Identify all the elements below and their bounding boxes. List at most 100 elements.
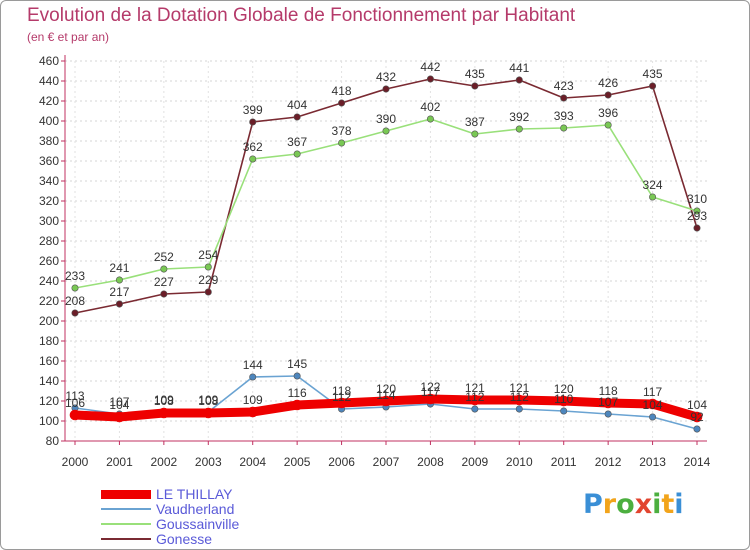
x-tick-label: 2004 <box>239 455 266 469</box>
data-point <box>247 406 259 418</box>
data-point <box>69 409 81 421</box>
y-tick-label: 120 <box>39 394 59 408</box>
data-label: 402 <box>420 100 440 114</box>
y-tick-label: 160 <box>39 354 59 368</box>
y-tick-label: 320 <box>39 194 59 208</box>
data-label: 399 <box>243 103 263 117</box>
data-point <box>471 405 479 413</box>
y-tick-label: 360 <box>39 154 59 168</box>
data-label: 108 <box>198 394 218 408</box>
data-label: 233 <box>65 269 85 283</box>
data-point <box>647 398 658 410</box>
chart-title: Evolution de la Dotation Globale de Fonc… <box>27 5 576 26</box>
data-label: 442 <box>420 60 440 74</box>
data-label: 107 <box>109 395 129 409</box>
logo-letter: r <box>602 489 617 520</box>
data-label: 426 <box>598 76 618 90</box>
legend-swatch <box>101 523 151 525</box>
data-point <box>649 193 657 201</box>
legend-swatch <box>101 508 151 510</box>
data-label: 109 <box>154 393 174 407</box>
data-label: 114 <box>376 388 395 402</box>
y-tick-label: 180 <box>39 334 59 348</box>
data-label: 92 <box>690 410 704 424</box>
data-label: 435 <box>643 67 663 81</box>
y-tick-label: 400 <box>39 114 59 128</box>
y-tick-label: 140 <box>39 374 59 388</box>
data-label: 378 <box>332 124 352 138</box>
data-label: 362 <box>243 140 263 154</box>
data-point <box>115 276 123 284</box>
data-label: 387 <box>465 115 485 129</box>
x-tick-label: 2010 <box>506 455 533 469</box>
data-label: 144 <box>243 358 263 372</box>
y-tick-label: 80 <box>46 434 60 448</box>
data-label: 122 <box>420 380 440 394</box>
data-point <box>471 130 479 138</box>
x-tick-label: 2013 <box>639 455 666 469</box>
data-label: 324 <box>643 178 663 192</box>
data-label: 109 <box>243 393 263 407</box>
data-point <box>558 395 570 407</box>
data-label: 367 <box>287 135 307 149</box>
data-point <box>425 393 436 405</box>
data-point <box>249 373 257 381</box>
data-label: 110 <box>554 392 573 406</box>
legend-swatch <box>101 490 151 499</box>
data-label: 390 <box>376 112 396 126</box>
y-tick-label: 240 <box>39 274 59 288</box>
data-point <box>691 411 703 423</box>
data-label: 227 <box>154 275 174 289</box>
y-tick-label: 340 <box>39 174 59 188</box>
data-point <box>604 410 612 418</box>
data-label: 116 <box>288 386 307 400</box>
data-label: 254 <box>198 248 218 262</box>
data-point <box>338 99 346 107</box>
data-point <box>649 413 657 421</box>
proxiti-logo: Proxiti <box>583 489 684 520</box>
logo-letter: i <box>652 489 662 520</box>
legend-swatch <box>101 538 151 540</box>
x-tick-label: 2002 <box>151 455 178 469</box>
data-point <box>469 394 481 406</box>
y-tick-label: 280 <box>39 234 59 248</box>
data-label: 107 <box>598 395 618 409</box>
data-label: 396 <box>598 106 618 120</box>
data-label: 252 <box>154 250 174 264</box>
chart-subtitle: (en € et par an) <box>27 30 110 44</box>
data-label: 393 <box>554 109 574 123</box>
data-label: 418 <box>332 84 352 98</box>
data-point <box>515 76 523 84</box>
data-point <box>471 82 479 90</box>
x-tick-label: 2008 <box>417 455 444 469</box>
y-tick-label: 460 <box>39 54 59 68</box>
x-tick-label: 2001 <box>106 455 133 469</box>
data-label: 108 <box>154 394 174 408</box>
logo-letter: x <box>634 489 653 520</box>
data-label: 106 <box>65 396 85 410</box>
data-point <box>515 125 523 133</box>
y-tick-label: 380 <box>39 134 59 148</box>
x-tick-label: 2009 <box>462 455 489 469</box>
data-label: 392 <box>509 110 529 124</box>
data-label: 145 <box>287 357 307 371</box>
legend-label: LE THILLAY <box>156 486 233 502</box>
data-point <box>693 224 701 232</box>
data-point <box>291 399 303 411</box>
data-point <box>338 139 346 147</box>
data-label: 208 <box>65 294 85 308</box>
y-tick-label: 200 <box>39 314 59 328</box>
data-label: 120 <box>376 382 396 396</box>
data-point <box>382 127 390 135</box>
data-label: 117 <box>421 385 440 399</box>
data-point <box>693 425 701 433</box>
data-label: 293 <box>687 209 707 223</box>
data-point <box>513 394 525 406</box>
data-point <box>693 207 701 215</box>
x-tick-label: 2012 <box>595 455 622 469</box>
y-tick-label: 260 <box>39 254 59 268</box>
data-point <box>382 85 390 93</box>
logo-letter: i <box>674 489 684 520</box>
data-point <box>114 411 125 423</box>
data-point <box>293 150 301 158</box>
